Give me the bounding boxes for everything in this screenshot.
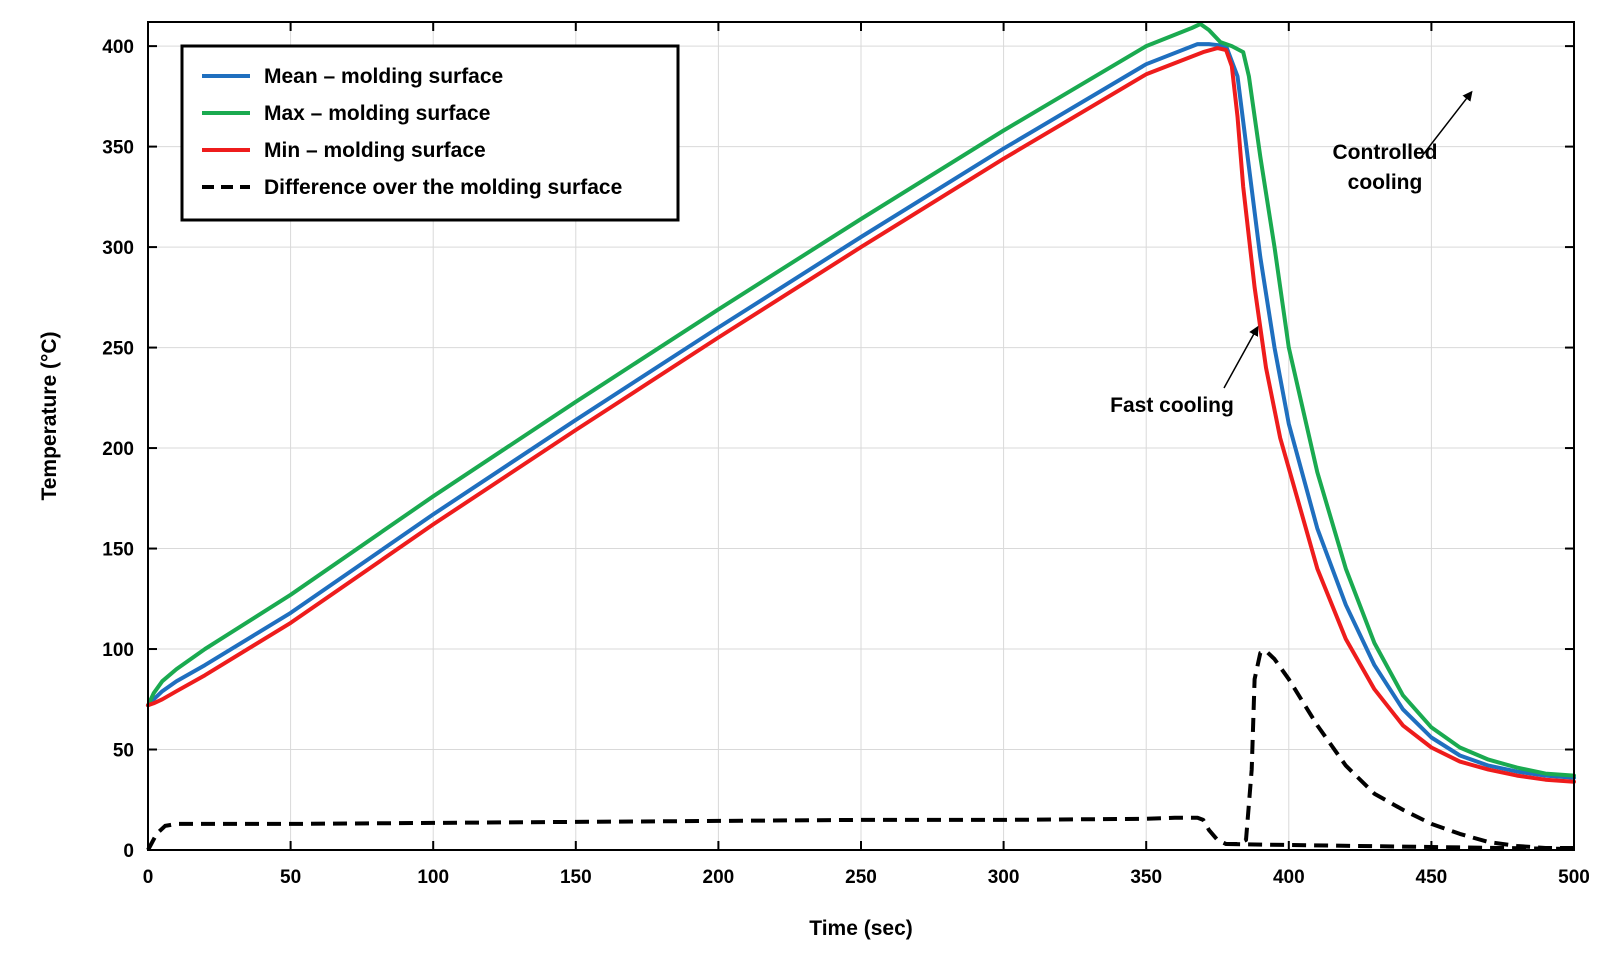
annotation-text: cooling: [1348, 171, 1423, 194]
x-tick-label: 100: [417, 867, 449, 888]
x-tick-label: 400: [1273, 867, 1305, 888]
series-line-difference-baseline: [1226, 842, 1575, 851]
x-tick-label: 300: [988, 867, 1020, 888]
annotation-arrow: [1223, 325, 1259, 389]
x-tick-label: 50: [280, 867, 301, 888]
y-tick-label: 0: [123, 841, 134, 862]
plot-frame: [147, 21, 1575, 851]
legend-label: Max – molding surface: [264, 102, 490, 125]
x-tick-label: 150: [560, 867, 592, 888]
series-lines: [146, 22, 1576, 851]
legend-box: [180, 44, 680, 222]
y-tick-label: 400: [102, 37, 134, 58]
x-tick-label: 0: [143, 867, 154, 888]
x-tick-label: 200: [703, 867, 735, 888]
y-tick-label: 350: [102, 138, 134, 159]
legend-label: Min – molding surface: [264, 139, 486, 162]
x-tick-label: 500: [1558, 867, 1590, 888]
x-tick-label: 350: [1130, 867, 1162, 888]
y-tick-label: 50: [113, 741, 134, 762]
y-tick-label: 100: [102, 640, 134, 661]
y-tick-label: 250: [102, 339, 134, 360]
annotations: Controlled cooling Fast cooling: [1110, 90, 1473, 417]
y-tick-label: 150: [102, 540, 134, 561]
legend-label: Mean – molding surface: [264, 65, 503, 88]
y-tick-label: 300: [102, 238, 134, 259]
y-axis-label: Temperature (°C): [38, 331, 61, 500]
x-tick-label: 450: [1416, 867, 1448, 888]
annotation-text: Fast cooling: [1110, 394, 1234, 417]
series-line-min: [146, 46, 1576, 784]
series-line-difference: [146, 649, 1574, 851]
annotation-arrow: [1421, 90, 1473, 157]
x-tick-label: 250: [845, 867, 877, 888]
annotation-text: Controlled: [1333, 141, 1438, 164]
legend: Mean – molding surface Max – molding surf…: [180, 44, 680, 222]
x-axis-label: Time (sec): [809, 917, 913, 940]
series-line-max: [146, 22, 1576, 778]
axes: 0 50 100 150 200 250 300 350 400 450 500 0 50 100 150 2…: [102, 22, 1590, 888]
legend-label: Difference over the molding surface: [264, 176, 622, 199]
y-tick-label: 200: [102, 439, 134, 460]
